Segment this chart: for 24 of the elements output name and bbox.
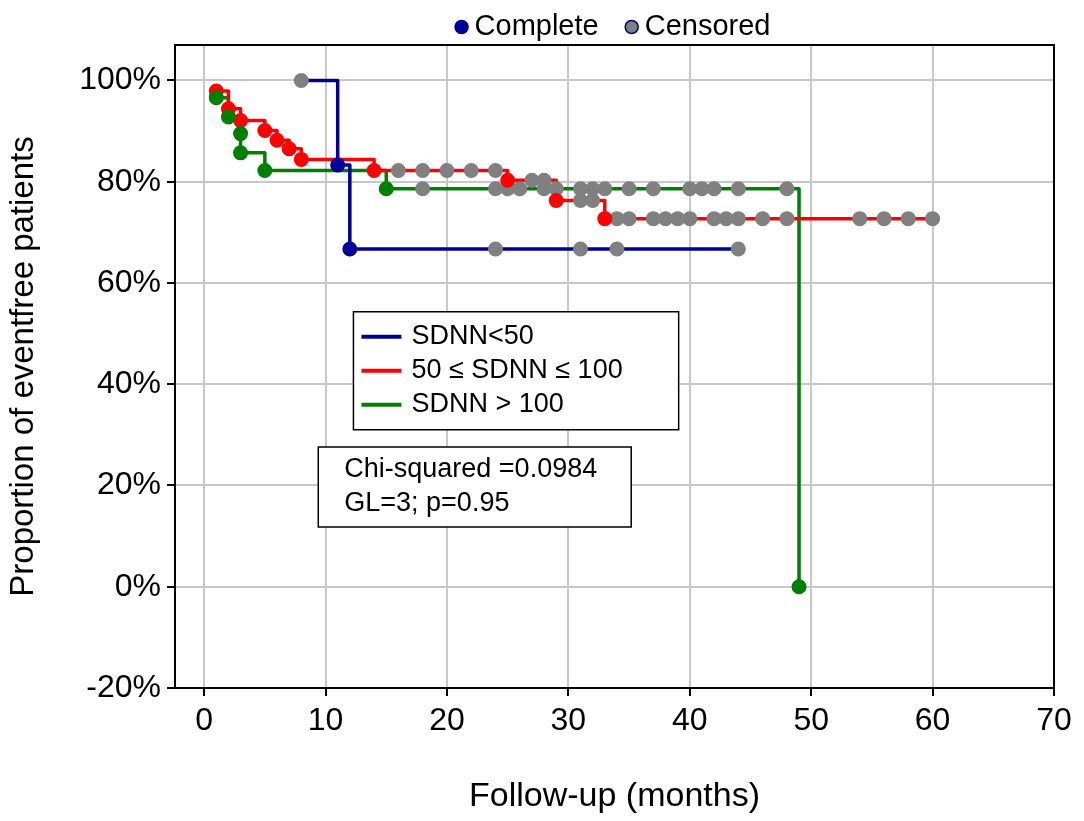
x-tick-label: 30 [550, 701, 587, 738]
x-tick-label: 50 [793, 701, 829, 738]
annotation: Chi-squared =0.0984 [344, 453, 598, 484]
y-tick-label: 80% [96, 161, 161, 198]
x-tick-label: 0 [195, 701, 214, 738]
legend-label: Censored [644, 9, 771, 41]
y-tick-label: 60% [96, 262, 161, 299]
legend-label: Complete [474, 9, 599, 41]
y-axis-title: Proportion of eventfree patients [2, 136, 40, 597]
y-tick-label: 100% [79, 60, 161, 97]
x-tick-label: 60 [914, 701, 951, 738]
x-axis-title: Follow-up (months) [469, 774, 760, 813]
x-tick-label: 10 [307, 701, 344, 738]
x-tick-label: 70 [1036, 701, 1072, 738]
x-tick-label: 20 [429, 701, 465, 738]
y-tick-label: -20% [86, 667, 161, 704]
y-tick-label: 20% [96, 465, 161, 502]
legend-label: SDNN > 100 [411, 388, 564, 419]
y-tick-label: 40% [96, 364, 161, 401]
legend-label: 50 ≤ SDNN ≤ 100 [411, 354, 623, 385]
legend-label: SDNN<50 [411, 320, 534, 351]
y-tick-label: 0% [114, 566, 161, 603]
annotation: GL=3; p=0.95 [344, 487, 510, 518]
x-tick-label: 40 [671, 701, 708, 738]
